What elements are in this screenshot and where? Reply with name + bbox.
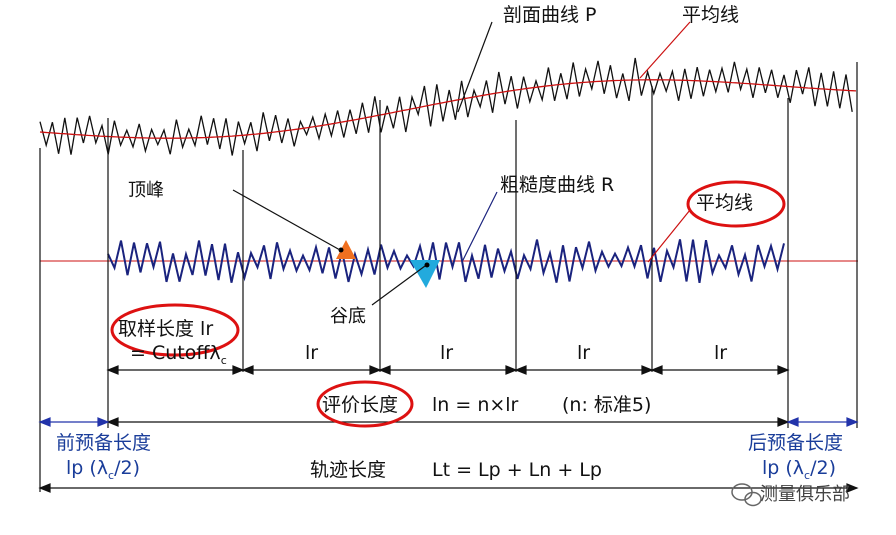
cutoff-text: = Cutoffλ [130,342,221,364]
post-travel-arrow [786,417,859,427]
post-travel-formula: lp (λc/2) [762,459,836,481]
mean-line-top-label: 平均线 [682,4,740,26]
peak-highlight [336,240,356,259]
traverse-arrow [38,483,859,493]
pre-travel-subscript: c [108,468,115,482]
watermark-text: 测量俱乐部 [760,484,850,505]
pre-travel-formula: lp (λc/2) [66,459,140,481]
post-travel-label: 后预备长度 [748,432,844,454]
profile-curve [39,57,853,156]
evaluation-length-label: 评价长度 [322,394,399,416]
lr-segment-label: lr [305,342,319,364]
evaluation-note: (n: 标准5) [562,394,652,416]
traverse-length-label: 轨迹长度 [310,459,387,481]
roughness-curve [107,239,785,283]
peak-dot [338,247,344,253]
cutoff-subscript: c [220,353,227,367]
wechat-icon [731,483,762,507]
sampling-length-label: 取样长度 lr [118,318,214,340]
valley-dot [424,262,430,268]
valley-label: 谷底 [330,306,366,327]
traverse-formula: Lt = Lp + Ln + Lp [432,459,602,481]
valley-highlight [410,260,440,288]
evaluation-formula: ln = n×lr [432,394,519,416]
lr-segment-label: lr [577,342,591,364]
leader-lines [232,21,691,306]
post-travel-subscript: c [804,468,811,482]
division-lines [39,62,858,492]
pre-travel-arrow [38,417,110,427]
sampling-arrows [106,365,790,375]
post-travel-formula-a: lp (λ [762,457,805,479]
cutoff-label: = Cutoffλc [130,344,227,366]
highlight-circles [110,180,786,428]
pre-travel-label: 前预备长度 [56,432,152,454]
mean-line-mid-label: 平均线 [696,192,754,214]
profile-mean-line [39,79,857,139]
pre-travel-formula-b: /2) [114,457,141,479]
roughness-curve-label: 粗糙度曲线 R [500,174,615,196]
lr-segment-label: lr [440,342,454,364]
peak-label: 顶峰 [128,180,164,201]
pre-travel-formula-a: lp (λ [66,457,109,479]
evaluation-arrow [106,417,790,427]
post-travel-formula-b: /2) [810,457,837,479]
lr-segment-label: lr [714,342,728,364]
profile-curve-label: 剖面曲线 P [503,4,597,26]
